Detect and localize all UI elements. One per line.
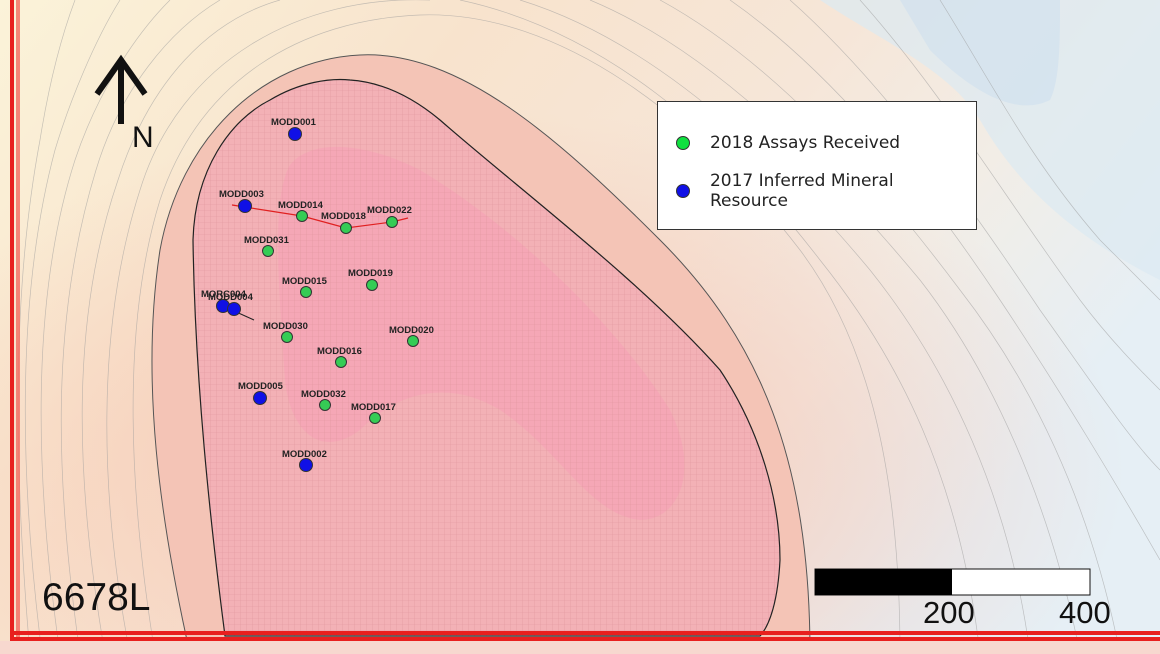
drill-hole-label: MODD014	[278, 200, 324, 211]
drill-hole-label: MODD004	[208, 292, 254, 303]
drill-hole-label: MODD032	[301, 389, 346, 400]
drill-hole-modd020: MODD020	[389, 325, 434, 347]
contour-lines	[17, 0, 1160, 654]
drill-hole-modd019: MODD019	[348, 268, 393, 291]
green-circle-icon	[676, 136, 690, 150]
drill-hole-label: MODD030	[263, 321, 308, 332]
scale-label-200: 200	[923, 595, 975, 630]
drill-hole-label: MODD005	[238, 381, 284, 392]
drill-hole-label: MODD002	[282, 449, 327, 460]
drill-hole-label: MODD003	[219, 189, 264, 200]
legend-item-2017-resource: 2017 Inferred Mineral Resource	[676, 171, 976, 211]
drill-hole-label: MODD022	[367, 205, 412, 216]
drill-hole-label: MORC004	[201, 289, 247, 300]
drill-hole-modd018: MODD018	[321, 211, 366, 234]
blue-circle-icon	[676, 184, 690, 198]
drill-hole-modd031: MODD031	[244, 235, 290, 257]
drill-hole-label: MODD018	[321, 211, 366, 222]
legend-item-2018-assays: 2018 Assays Received	[676, 131, 900, 155]
drill-hole-modd005: MODD005	[238, 381, 284, 405]
drill-hole-modd016: MODD016	[317, 346, 362, 368]
cool-zone-inner	[900, 0, 1060, 106]
drill-hole-label: MODD016	[317, 346, 362, 357]
orebody	[192, 78, 781, 637]
map-legend: 2018 Assays Received 2017 Inferred Miner…	[657, 101, 977, 230]
drill-hole-label: MODD015	[282, 276, 328, 287]
scale-bar	[814, 568, 1091, 596]
legend-label: 2017 Inferred Mineral Resource	[709, 171, 894, 211]
drill-hole-modd001: MODD001	[271, 117, 317, 141]
drill-hole-modd022: MODD022	[367, 205, 412, 228]
drill-hole-label: MODD019	[348, 268, 393, 279]
level-label: 6678L	[42, 576, 151, 619]
drill-hole-label: MODD017	[351, 402, 396, 413]
drill-hole-label: MODD001	[271, 117, 317, 128]
scale-label-400: 400	[1059, 595, 1111, 630]
drill-holes: MODD001 MODD003 MODD014 MODD018 MODD022 …	[201, 117, 434, 472]
legend-label: 2018 Assays Received	[710, 133, 901, 153]
drill-hole-modd002: MODD002	[282, 449, 327, 472]
drill-hole-label: MODD020	[389, 325, 434, 336]
drill-hole-modd003: MODD003	[219, 189, 264, 213]
drill-hole-modd032: MODD032	[301, 389, 346, 411]
drill-hole-modd017: MODD017	[351, 402, 396, 424]
drill-hole-modd030: MODD030	[263, 321, 308, 343]
north-arrow-icon	[94, 54, 148, 124]
north-label: N	[132, 121, 154, 154]
drill-hole-modd015: MODD015	[282, 276, 328, 298]
drill-hole-label: MODD031	[244, 235, 290, 246]
drill-hole-modd014: MODD014	[278, 200, 324, 222]
drill-hole-modd004: MODD004	[208, 292, 254, 316]
